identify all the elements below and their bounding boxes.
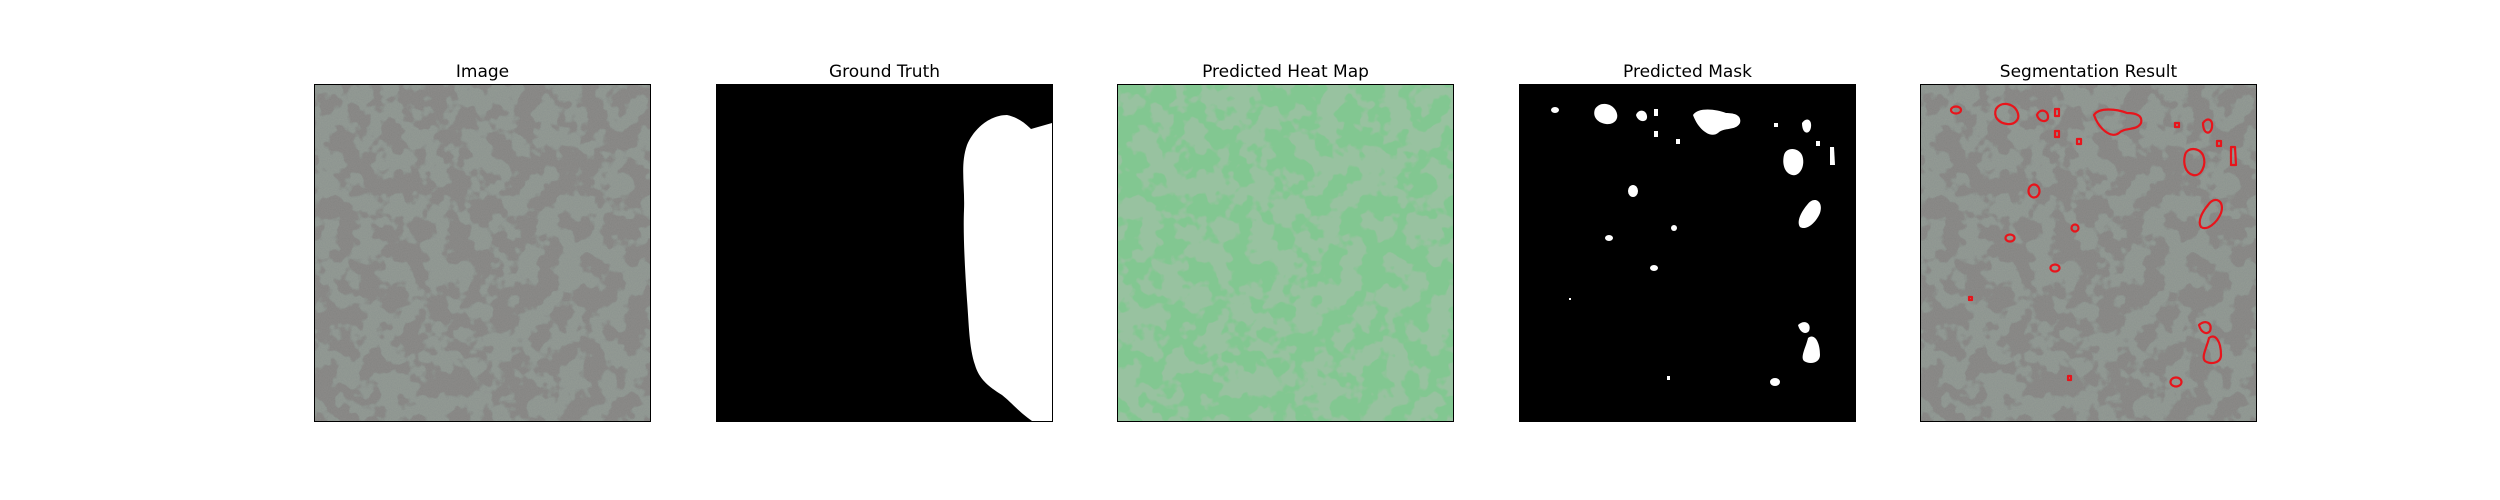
contour (2075, 137, 2083, 146)
contour (2173, 121, 2181, 129)
blob (1654, 131, 1658, 137)
contour (2197, 321, 2212, 335)
contour (1967, 295, 1974, 302)
contour (2229, 145, 2238, 167)
texture-grain (1921, 85, 2256, 421)
contour (2035, 109, 2050, 123)
contour (2215, 139, 2223, 148)
blob (1676, 139, 1680, 144)
blob (1594, 103, 1618, 125)
panel-predicted-mask: Predicted Mask (1519, 61, 1856, 422)
ground-truth-defect-region (963, 115, 1052, 421)
blob (1774, 123, 1778, 127)
contour (2070, 223, 2080, 233)
ground-truth-frame (716, 84, 1053, 422)
contour-overlay (1921, 85, 2256, 421)
blob (1693, 109, 1741, 135)
ground-truth-mask (717, 85, 1052, 421)
contour (2169, 376, 2183, 388)
blob (1569, 298, 1571, 300)
panel-title: Ground Truth (828, 62, 941, 82)
blob (1802, 119, 1812, 133)
contour (2053, 129, 2061, 139)
panel-segmentation-result: Segmentation Result (1920, 61, 2257, 422)
blob (1605, 235, 1613, 241)
contour (2201, 118, 2214, 134)
contour (1994, 102, 2020, 126)
heatmap-wash (1118, 85, 1453, 421)
heatmap-surface (1118, 85, 1453, 421)
blob (1816, 141, 1820, 146)
panel-title: Image (455, 62, 510, 82)
panel-title: Predicted Heat Map (1202, 62, 1369, 82)
blob (1667, 376, 1670, 380)
panel-title: Predicted Mask (1623, 62, 1752, 82)
contour (2066, 374, 2073, 382)
image-frame (314, 84, 651, 422)
heatmap-overlay (1118, 85, 1453, 421)
heatmap-frame (1117, 84, 1454, 422)
texture-photo (315, 85, 650, 421)
blob (1802, 336, 1820, 363)
texture-warm-tint (1921, 85, 2256, 421)
blob (1671, 225, 1677, 231)
contour (2004, 233, 2016, 243)
blob (1830, 147, 1835, 165)
contour (2092, 108, 2143, 136)
predicted-blobs (1551, 103, 1835, 386)
segmentation-frame (1920, 84, 2257, 422)
contour (2198, 198, 2223, 230)
texture-grain (315, 85, 650, 421)
blob (1783, 149, 1804, 176)
blob (1650, 265, 1658, 271)
blob (1770, 378, 1780, 386)
contour (2027, 183, 2041, 199)
predicted-mask-frame (1519, 84, 1856, 422)
panel-ground-truth: Ground Truth (716, 61, 1053, 422)
segmentation-contours (1949, 102, 2238, 388)
blob (1654, 109, 1658, 116)
predicted-mask (1520, 85, 1855, 421)
blob (1628, 185, 1638, 197)
contour (2053, 107, 2061, 118)
contour (2202, 335, 2223, 365)
blob (1798, 322, 1810, 333)
panel-title: Segmentation Result (1999, 62, 2178, 82)
blob (1551, 107, 1559, 113)
contour (1949, 105, 1963, 115)
blob (1636, 110, 1648, 122)
contour (2183, 147, 2206, 177)
mask-background (1520, 85, 1855, 421)
blob (1798, 199, 1821, 229)
texture-warm-tint (315, 85, 650, 421)
panel-predicted-heat-map: Predicted Heat Map (1117, 61, 1454, 422)
contour (2049, 263, 2061, 273)
panel-image: Image (314, 61, 651, 422)
